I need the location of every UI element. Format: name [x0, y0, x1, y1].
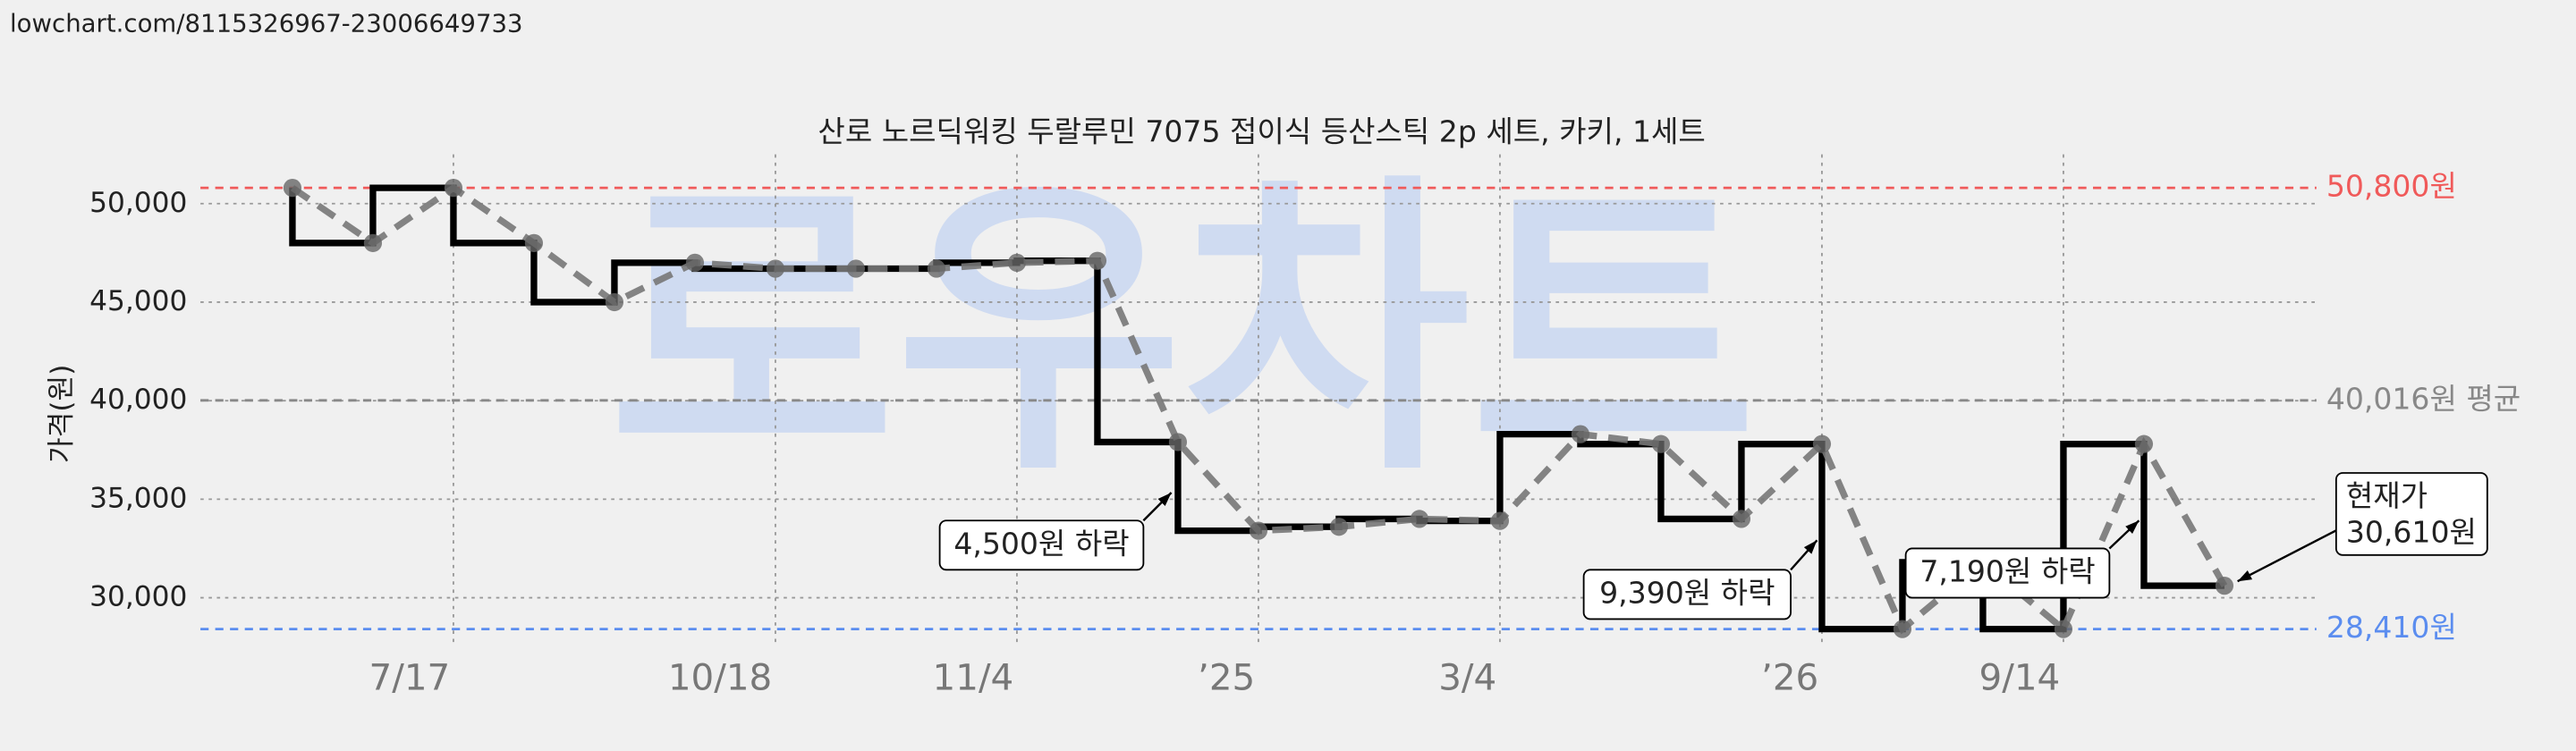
price-point [605, 292, 624, 312]
price-point [524, 233, 544, 252]
price-point [2134, 435, 2154, 453]
annotation-box [1904, 547, 2111, 599]
annotation-box [1582, 569, 1792, 620]
y-tick-label: 40,000 [89, 384, 187, 416]
watermark: 로우차트 [608, 149, 1757, 512]
price-point [1732, 510, 1751, 528]
reference-label: 40,016원 평균 [2326, 381, 2521, 416]
reference-label: 28,410원 [2326, 610, 2457, 645]
price-point [1490, 511, 1510, 530]
price-point [1088, 251, 1107, 270]
price-point [1812, 435, 1832, 453]
price-point [766, 259, 785, 278]
price-point [1249, 521, 1268, 540]
x-tick-label: ’25 [1198, 655, 1255, 698]
annotation-arrowhead [1803, 540, 1818, 554]
annotation-box [938, 519, 1145, 571]
price-point [1168, 433, 1188, 451]
price-point [283, 179, 302, 198]
reference-label: 50,800원 [2326, 169, 2457, 204]
x-tick-label: ’26 [1761, 655, 1818, 698]
y-tick-label: 45,000 [89, 285, 187, 317]
x-tick-label: 9/14 [1979, 655, 2061, 698]
y-tick-label: 30,000 [89, 581, 187, 613]
price-point [1007, 253, 1027, 272]
annotation-text: 9,390원 하락 [1599, 575, 1775, 610]
annotation-box [2334, 472, 2488, 556]
annotation-text: 30,610원 [2346, 514, 2477, 549]
y-tick-label: 35,000 [89, 482, 187, 514]
x-tick-label: 3/4 [1438, 655, 1496, 698]
price-point [927, 259, 946, 278]
annotation-text: 7,190원 하락 [1919, 554, 2095, 589]
price-point [685, 253, 705, 272]
price-point [846, 259, 866, 278]
price-point [1571, 425, 1590, 443]
y-axis-label: 가격(원) [46, 365, 78, 464]
x-tick-label: 10/18 [668, 655, 772, 698]
annotation-arrowhead [2125, 520, 2140, 535]
annotation-arrowhead [1157, 493, 1172, 507]
annotation-text: 4,500원 하락 [953, 526, 1129, 561]
source-url: lowchart.com/8115326967-23006649733 [10, 10, 523, 38]
price-point [1329, 518, 1349, 536]
price-point [1410, 510, 1429, 528]
price-point [363, 233, 383, 252]
price-point [2054, 620, 2073, 638]
y-tick-label: 50,000 [89, 187, 187, 219]
price-point [2215, 577, 2234, 595]
chart-title: 산로 노르딕워킹 두랄루민 7075 접이식 등산스틱 2p 세트, 카키, 1… [818, 114, 1705, 148]
annotation-arrowhead [2237, 570, 2253, 582]
price-point [444, 179, 463, 198]
price-point [1651, 435, 1671, 453]
x-tick-label: 7/17 [369, 655, 451, 698]
x-tick-label: 11/4 [933, 655, 1014, 698]
annotation-text: 현재가 [2346, 478, 2428, 513]
annotation-arrow [2237, 529, 2337, 583]
price-point [1893, 620, 1912, 638]
